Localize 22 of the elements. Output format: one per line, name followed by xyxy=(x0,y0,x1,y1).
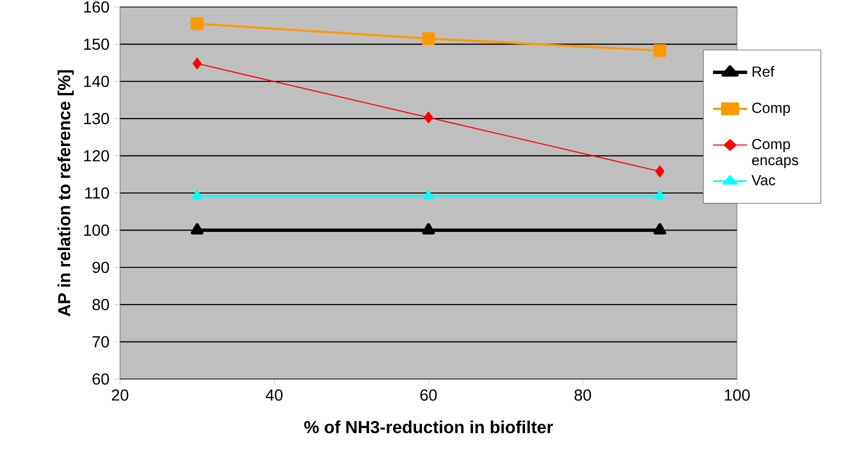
legend-label: Vac xyxy=(752,175,776,186)
y-tick-label: 110 xyxy=(85,187,109,199)
y-tick-label: 100 xyxy=(84,224,109,236)
x-tick-label: 40 xyxy=(266,389,283,401)
legend-label: Comp xyxy=(752,102,790,116)
y-tick-label: 70 xyxy=(92,336,109,348)
y-tick-label: 80 xyxy=(92,298,109,310)
x-tick-label: 60 xyxy=(420,389,437,401)
y-tick-label: 150 xyxy=(84,38,109,50)
y-tick-label: 140 xyxy=(84,76,109,88)
y-tick-label: 160 xyxy=(84,1,109,13)
legend-label: Comp encaps xyxy=(752,138,798,168)
y-tick-label: 120 xyxy=(84,150,109,162)
y-axis-title: AP in relation to reference [%] xyxy=(58,70,74,316)
y-tick-label: 90 xyxy=(92,262,109,274)
y-tick-label: 130 xyxy=(84,112,109,124)
legend-label: Ref xyxy=(752,66,774,77)
y-tick-label: 60 xyxy=(92,373,109,385)
x-tick-label: 100 xyxy=(724,389,750,401)
x-tick-label: 80 xyxy=(574,389,592,401)
x-axis-title: % of NH3-reduction in biofilter xyxy=(304,420,553,434)
x-tick-label: 20 xyxy=(112,389,128,401)
